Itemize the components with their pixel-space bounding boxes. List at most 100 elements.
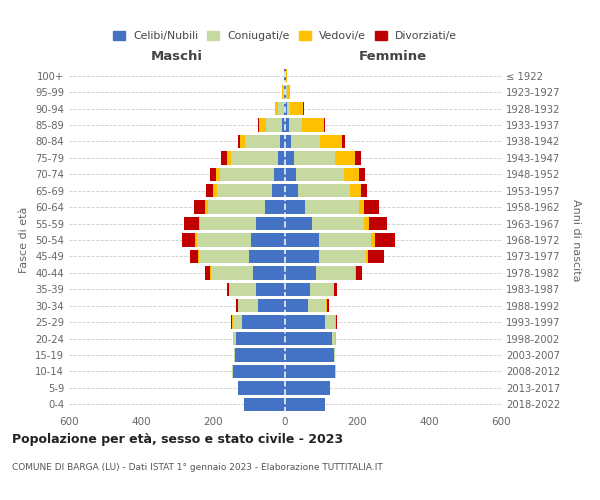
Bar bbox=[342, 134, 345, 148]
Bar bbox=[303, 102, 304, 116]
Bar bbox=[236, 332, 285, 345]
Bar bbox=[199, 250, 249, 263]
Text: COMUNE DI BARGA (LU) - Dati ISTAT 1° gennaio 2023 - Elaborazione TUTTITALIA.IT: COMUNE DI BARGA (LU) - Dati ISTAT 1° gen… bbox=[12, 462, 383, 471]
Bar bbox=[206, 184, 213, 198]
Bar bbox=[258, 299, 285, 312]
Bar bbox=[285, 364, 335, 378]
Bar bbox=[285, 184, 298, 198]
Bar bbox=[282, 118, 285, 132]
Bar bbox=[182, 234, 195, 246]
Bar bbox=[278, 102, 284, 116]
Bar bbox=[285, 299, 308, 312]
Bar bbox=[364, 200, 379, 214]
Bar bbox=[285, 332, 332, 345]
Bar bbox=[285, 134, 292, 148]
Bar bbox=[282, 86, 283, 99]
Bar bbox=[286, 86, 287, 99]
Bar bbox=[285, 282, 310, 296]
Bar bbox=[292, 134, 320, 148]
Bar bbox=[195, 234, 197, 246]
Bar bbox=[194, 200, 205, 214]
Bar bbox=[289, 118, 302, 132]
Bar bbox=[199, 217, 200, 230]
Bar bbox=[361, 184, 367, 198]
Bar bbox=[319, 234, 371, 246]
Bar bbox=[364, 217, 368, 230]
Bar bbox=[359, 200, 364, 214]
Bar bbox=[265, 200, 285, 214]
Bar bbox=[332, 332, 335, 345]
Bar bbox=[283, 86, 284, 99]
Legend: Celibi/Nubili, Coniugati/e, Vedovi/e, Divorziati/e: Celibi/Nubili, Coniugati/e, Vedovi/e, Di… bbox=[109, 26, 461, 45]
Bar bbox=[242, 316, 285, 329]
Bar bbox=[290, 102, 303, 116]
Bar bbox=[200, 217, 256, 230]
Bar bbox=[232, 316, 233, 329]
Bar bbox=[258, 118, 259, 132]
Bar bbox=[284, 86, 285, 99]
Bar bbox=[205, 266, 211, 280]
Bar bbox=[356, 266, 362, 280]
Bar bbox=[231, 151, 278, 164]
Bar bbox=[235, 348, 285, 362]
Bar bbox=[272, 184, 285, 198]
Bar bbox=[217, 184, 272, 198]
Bar bbox=[205, 200, 208, 214]
Bar bbox=[334, 282, 337, 296]
Bar bbox=[350, 184, 361, 198]
Bar bbox=[327, 299, 329, 312]
Bar bbox=[285, 348, 334, 362]
Bar bbox=[286, 69, 287, 82]
Bar bbox=[285, 217, 312, 230]
Bar bbox=[284, 69, 285, 82]
Bar bbox=[298, 184, 350, 198]
Bar bbox=[285, 234, 319, 246]
Bar bbox=[335, 151, 355, 164]
Bar bbox=[275, 102, 278, 116]
Y-axis label: Fasce di età: Fasce di età bbox=[19, 207, 29, 273]
Bar bbox=[259, 118, 266, 132]
Bar bbox=[213, 184, 217, 198]
Bar bbox=[310, 282, 334, 296]
Text: Popolazione per età, sesso e stato civile - 2023: Popolazione per età, sesso e stato civil… bbox=[12, 432, 343, 446]
Bar bbox=[233, 316, 242, 329]
Bar bbox=[184, 217, 199, 230]
Bar bbox=[355, 266, 356, 280]
Bar bbox=[285, 86, 286, 99]
Bar bbox=[266, 118, 282, 132]
Bar bbox=[208, 200, 265, 214]
Bar bbox=[320, 134, 342, 148]
Bar bbox=[319, 250, 366, 263]
Bar bbox=[308, 299, 326, 312]
Bar bbox=[233, 364, 285, 378]
Bar bbox=[233, 332, 236, 345]
Bar bbox=[285, 102, 287, 116]
Bar bbox=[285, 398, 325, 411]
Bar bbox=[244, 398, 285, 411]
Bar bbox=[368, 217, 386, 230]
Bar bbox=[344, 168, 359, 181]
Bar bbox=[236, 299, 238, 312]
Bar bbox=[334, 348, 335, 362]
Bar bbox=[211, 168, 216, 181]
Bar bbox=[190, 250, 197, 263]
Bar bbox=[323, 118, 325, 132]
Bar bbox=[256, 217, 285, 230]
Bar bbox=[197, 250, 199, 263]
Bar bbox=[359, 168, 365, 181]
Bar bbox=[355, 151, 361, 164]
Bar bbox=[253, 266, 285, 280]
Bar bbox=[240, 134, 245, 148]
Bar bbox=[238, 381, 285, 394]
Bar bbox=[366, 250, 368, 263]
Bar bbox=[296, 168, 344, 181]
Bar bbox=[238, 134, 240, 148]
Text: Femmine: Femmine bbox=[359, 50, 427, 62]
Bar bbox=[336, 316, 337, 329]
Bar bbox=[211, 266, 253, 280]
Bar bbox=[249, 250, 285, 263]
Bar bbox=[197, 234, 251, 246]
Bar bbox=[335, 332, 336, 345]
Bar bbox=[221, 151, 227, 164]
Bar bbox=[278, 151, 285, 164]
